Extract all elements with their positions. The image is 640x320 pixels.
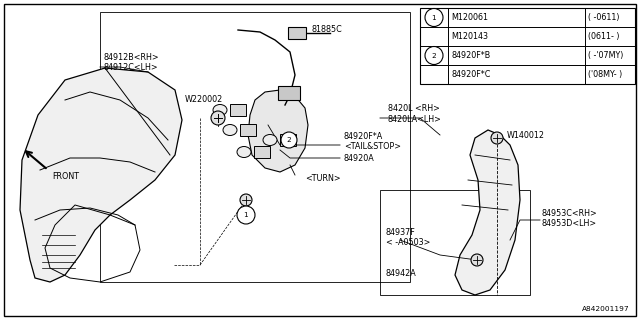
Polygon shape — [455, 130, 520, 295]
Text: < -A0503>: < -A0503> — [386, 238, 430, 247]
Text: FRONT: FRONT — [52, 172, 79, 181]
Ellipse shape — [213, 105, 227, 116]
Text: 84953C<RH>: 84953C<RH> — [542, 209, 598, 218]
Text: M120061: M120061 — [451, 13, 488, 22]
Circle shape — [240, 194, 252, 206]
Bar — [280, 134, 296, 146]
Text: <TURN>: <TURN> — [305, 174, 340, 183]
Text: 84920F*A: 84920F*A — [344, 132, 383, 141]
Text: ('08MY- ): ('08MY- ) — [588, 70, 622, 79]
Polygon shape — [20, 68, 182, 282]
Circle shape — [237, 206, 255, 224]
Ellipse shape — [223, 124, 237, 135]
Text: 84920F*B: 84920F*B — [451, 51, 490, 60]
Bar — [288, 27, 306, 39]
Text: 2: 2 — [431, 52, 436, 59]
Text: 84912C<LH>: 84912C<LH> — [103, 63, 157, 72]
Text: 8420L <RH>: 8420L <RH> — [388, 104, 440, 113]
Text: 84920F*C: 84920F*C — [451, 70, 490, 79]
Text: 84912B<RH>: 84912B<RH> — [103, 53, 159, 62]
Circle shape — [211, 111, 225, 125]
Text: 1: 1 — [431, 14, 436, 20]
Polygon shape — [248, 90, 308, 172]
Text: ( -'07MY): ( -'07MY) — [588, 51, 623, 60]
Ellipse shape — [237, 147, 251, 157]
Text: ( -0611): ( -0611) — [588, 13, 620, 22]
Text: A842001197: A842001197 — [582, 306, 630, 312]
Text: 8420LA<LH>: 8420LA<LH> — [388, 115, 442, 124]
Bar — [380, 190, 530, 295]
Text: 81885C: 81885C — [312, 26, 343, 35]
Text: <TAIL&STOP>: <TAIL&STOP> — [344, 142, 401, 151]
Text: W220002: W220002 — [185, 95, 223, 105]
Text: 84942A: 84942A — [386, 269, 417, 278]
Circle shape — [425, 46, 443, 65]
Text: (0611- ): (0611- ) — [588, 32, 620, 41]
Text: 84953D<LH>: 84953D<LH> — [542, 219, 597, 228]
Ellipse shape — [263, 134, 277, 146]
Text: 84920A: 84920A — [344, 154, 375, 163]
Text: W140012: W140012 — [507, 131, 545, 140]
Text: 84937F: 84937F — [386, 228, 416, 237]
Circle shape — [425, 9, 443, 27]
Bar — [278, 86, 300, 100]
Bar — [230, 104, 246, 116]
Bar — [254, 146, 270, 158]
Bar — [420, 8, 635, 84]
Text: 1: 1 — [244, 212, 248, 218]
Text: 2: 2 — [287, 137, 291, 143]
Circle shape — [491, 132, 503, 144]
Circle shape — [281, 132, 297, 148]
Circle shape — [471, 254, 483, 266]
Text: M120143: M120143 — [451, 32, 488, 41]
Bar — [100, 12, 410, 282]
Bar — [240, 124, 256, 136]
